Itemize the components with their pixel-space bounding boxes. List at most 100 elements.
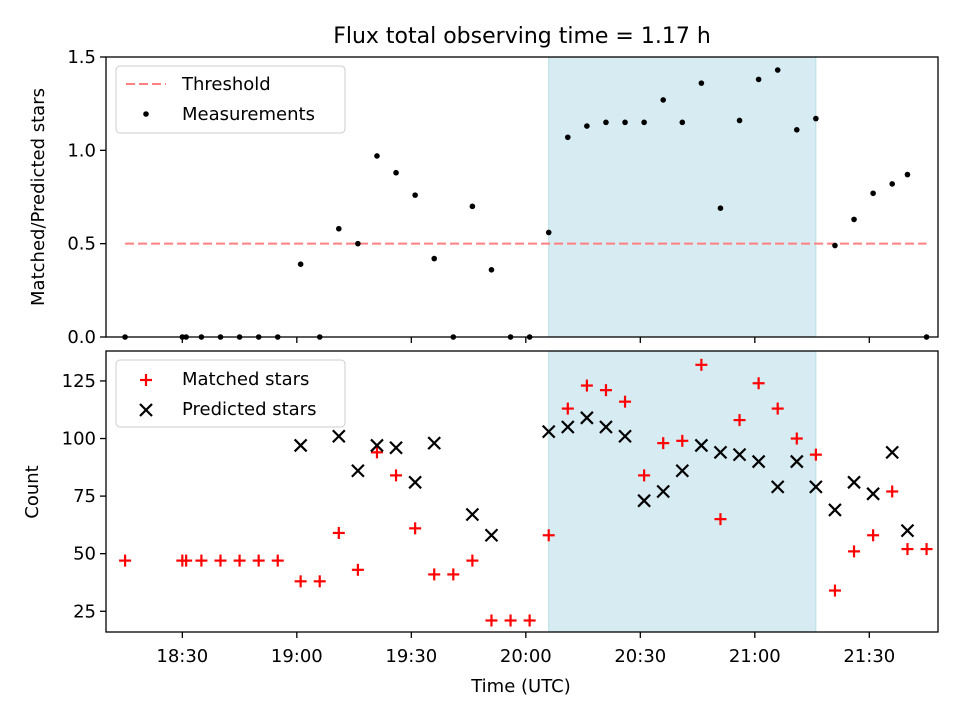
matched-star-marker	[233, 554, 246, 567]
count-legend: Matched stars Predicted stars	[115, 359, 346, 428]
predicted-star-marker	[465, 507, 480, 522]
predicted-star-marker	[618, 429, 632, 443]
matched-star-marker	[504, 614, 517, 627]
x-tick-label: 20:30	[614, 646, 666, 667]
matched-star-marker	[920, 543, 933, 556]
legend-predicted-swatch	[139, 403, 153, 417]
predicted-star-marker	[751, 454, 766, 469]
predicted-star-marker	[599, 420, 613, 434]
measurement-point	[698, 80, 705, 86]
predicted-star-marker	[790, 454, 804, 469]
ratio-x-ticks	[181, 337, 870, 343]
measurement-point	[904, 171, 911, 178]
y-tick-label: 0.5	[67, 234, 96, 255]
measurement-point	[488, 267, 495, 273]
measurement-point	[832, 242, 838, 249]
matched-star-marker	[848, 545, 861, 558]
measurement-point	[755, 76, 762, 83]
matched-star-marker	[370, 446, 383, 459]
matched-star-marker	[828, 584, 841, 597]
count-y-ticks: 25 50 75 100 125	[62, 371, 106, 622]
predicted-star-marker	[656, 484, 670, 499]
predicted-star-marker	[332, 429, 346, 443]
matched-star-marker	[195, 554, 208, 567]
count-y-axis-label: Count	[22, 465, 43, 518]
x-tick-label: 19:00	[271, 646, 323, 667]
matched-star-marker	[619, 395, 632, 408]
legend-matched-label: Matched stars	[182, 369, 309, 390]
matched-star-marker	[733, 414, 746, 427]
observing-window-span	[548, 56, 817, 338]
matched-star-marker	[351, 563, 364, 576]
measurement-point	[393, 169, 399, 176]
matched-star-marker	[638, 469, 651, 482]
matched-star-marker	[466, 554, 479, 567]
predicted-star-marker	[828, 503, 842, 517]
predicted-star-marker	[809, 480, 823, 494]
measurement-point	[355, 240, 361, 247]
measurement-point	[622, 119, 628, 126]
matched-star-marker	[886, 485, 899, 498]
legend-matched-swatch	[140, 374, 152, 386]
predicted-star-marker	[484, 528, 499, 543]
ratio-y-ticks: 0.0 0.5 1.0 1.5	[67, 47, 106, 348]
legend-measurement-label: Measurements	[182, 104, 315, 125]
measurement-point	[889, 181, 896, 187]
measurement-point	[641, 119, 647, 126]
measurement-point	[374, 153, 380, 159]
matched-star-marker	[809, 448, 822, 461]
predicted-star-marker	[427, 436, 441, 450]
x-tick-label: 21:00	[729, 646, 781, 667]
predicted-star-marker	[900, 523, 915, 538]
matched-star-marker	[714, 513, 727, 526]
measurement-point	[736, 117, 743, 124]
measurement-point	[545, 229, 552, 236]
predicted-star-marker	[694, 438, 709, 453]
matched-star-marker	[790, 432, 803, 445]
predicted-star-marker	[580, 411, 594, 425]
matched-star-marker	[390, 469, 403, 482]
matched-star-marker	[657, 437, 670, 450]
y-tick-label: 1.0	[67, 140, 96, 161]
ratio-y-axis-label: Matched/Predicted stars	[28, 88, 49, 306]
predicted-star-marker	[770, 480, 785, 494]
measurement-point	[336, 225, 342, 232]
measurement-point	[603, 119, 609, 126]
matched-star-marker	[485, 614, 498, 627]
matched-star-marker	[580, 379, 593, 392]
observing-window-span	[548, 350, 817, 633]
matched-star-marker	[409, 522, 422, 535]
matched-star-marker	[867, 529, 880, 542]
matched-star-marker	[271, 554, 284, 567]
measurement-point	[813, 115, 819, 122]
matched-star-marker	[252, 554, 265, 567]
x-tick-label: 20:00	[500, 646, 552, 667]
predicted-star-marker	[866, 487, 880, 501]
predicted-star-marker	[351, 463, 365, 478]
matched-star-marker	[332, 526, 345, 539]
predicted-star-marker	[732, 447, 747, 462]
chart-title: Flux total observing time = 1.17 h	[333, 24, 711, 49]
matched-star-marker	[523, 614, 536, 627]
matched-star-marker	[294, 575, 307, 588]
y-tick-label: 1.5	[67, 47, 96, 68]
y-tick-label: 0.0	[67, 327, 96, 348]
count-x-ticks: 18:30 19:00 19:30 20:00 20:30 21:00 21:30	[156, 632, 895, 667]
measurement-point	[431, 255, 438, 262]
predicted-star-marker	[885, 445, 899, 460]
x-tick-label: 19:30	[385, 646, 437, 667]
matched-star-marker	[119, 554, 132, 567]
measurement-point	[564, 134, 571, 141]
measurement-point	[793, 127, 800, 133]
x-tick-label: 21:30	[843, 646, 895, 667]
predicted-star-marker	[370, 438, 384, 453]
y-tick-label: 100	[62, 429, 96, 450]
predicted-star-marker	[408, 475, 422, 490]
x-tick-label: 18:30	[156, 646, 208, 667]
measurement-point	[774, 67, 781, 73]
x-axis-label: Time (UTC)	[470, 676, 571, 697]
predicted-star-marker	[293, 438, 308, 453]
ratio-legend: Threshold Measurements	[115, 65, 346, 134]
matched-star-marker	[771, 402, 784, 415]
